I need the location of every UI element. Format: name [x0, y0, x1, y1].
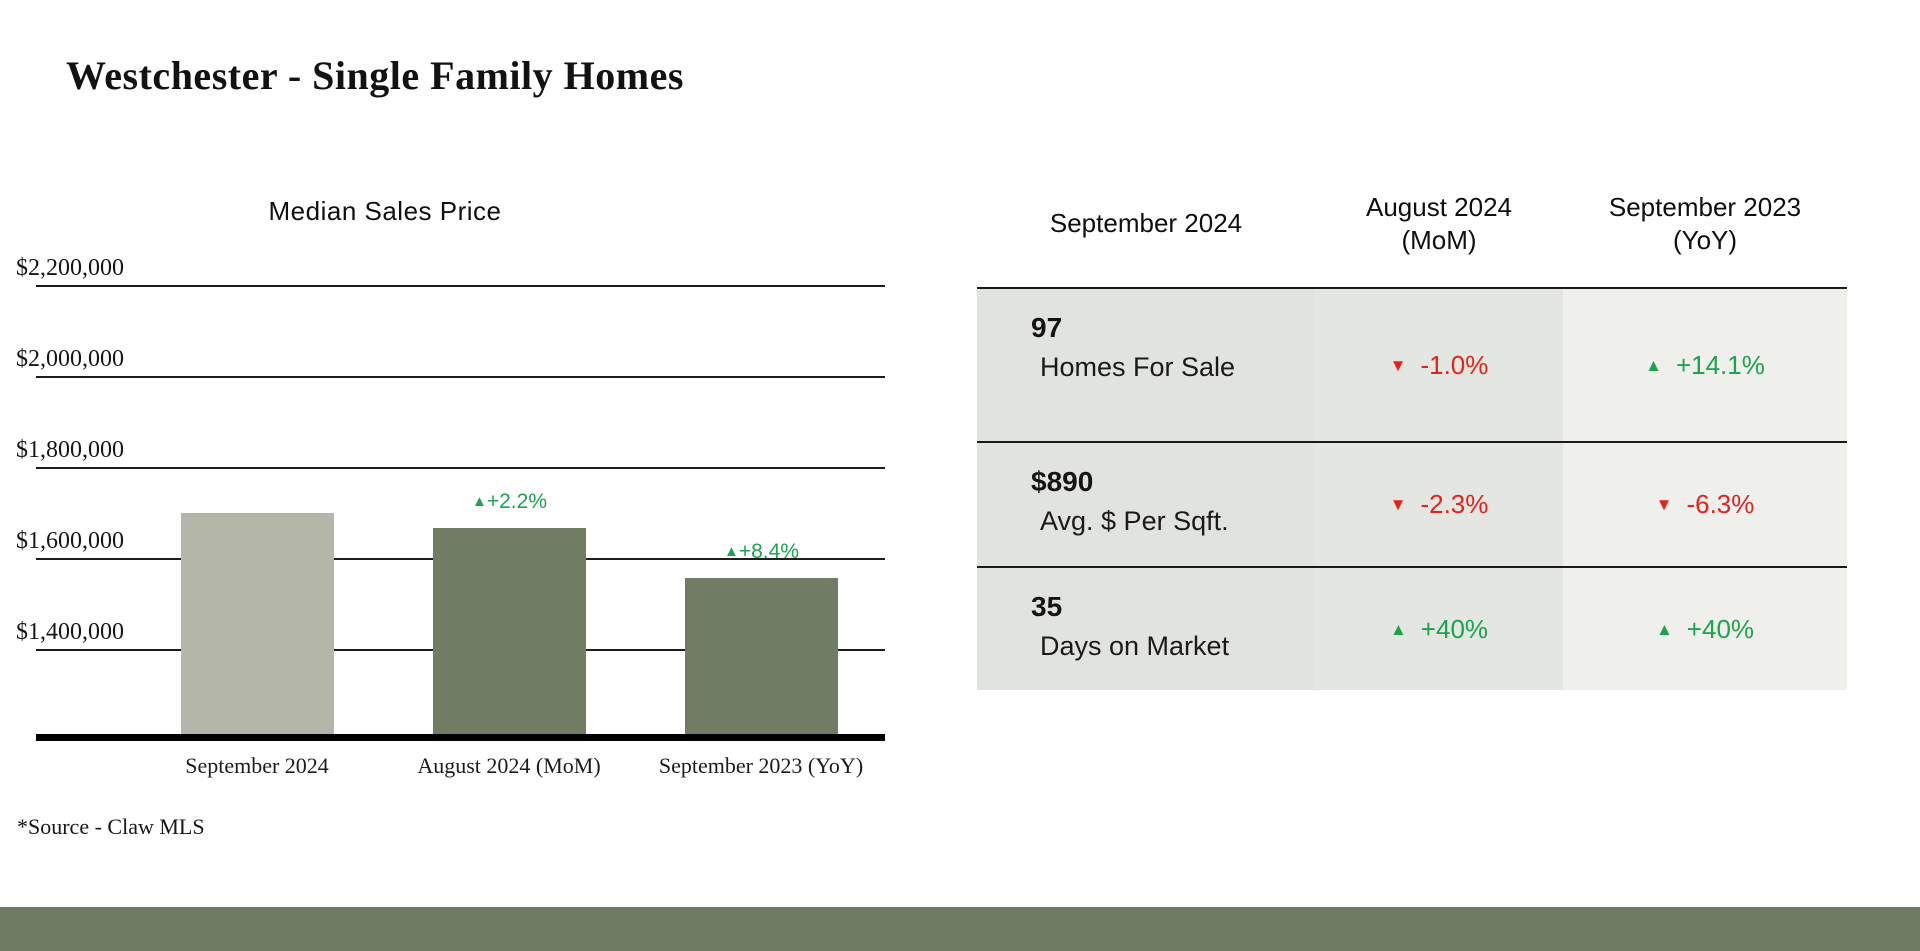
stat-cell: $890 Avg. $ Per Sqft. [977, 443, 1315, 566]
y-axis-tick-label: $2,200,000 [16, 255, 124, 281]
triangle-icon: ▼ [1389, 355, 1407, 375]
table-body: 97 Homes For Sale ▼ -1.0% ▲ +14.1% $890 Av… [977, 287, 1847, 690]
change-indicator: ▼ -6.3% [1655, 489, 1755, 519]
y-axis-tick-label: $1,400,000 [16, 619, 124, 645]
stat-value: 97 [1031, 312, 1063, 343]
x-axis-category-label: September 2023 (YoY) [658, 753, 864, 778]
y-axis-tick-label: $1,800,000 [16, 437, 124, 463]
gridline [36, 376, 885, 378]
stat-value: 35 [1031, 591, 1063, 622]
change-indicator: ▼ -1.0% [1389, 349, 1489, 380]
bar-change-label: ▲+8.4% [724, 540, 799, 564]
stat-label: Avg. $ Per Sqft. [1040, 506, 1229, 536]
x-axis-line [36, 734, 885, 741]
mom-change-cell: ▼ -1.0% [1315, 289, 1563, 441]
table-row-homes-for-sale: 97 Homes For Sale ▼ -1.0% ▲ +14.1% [977, 289, 1847, 443]
y-axis-tick-label: $1,600,000 [16, 528, 124, 554]
yoy-change-cell: ▲ +40% [1563, 568, 1847, 690]
triangle-icon: ▲ [1389, 619, 1407, 639]
stat-cell: 97 Homes For Sale [977, 289, 1315, 441]
table-row-avg-price-per-sqft: $890 Avg. $ Per Sqft. ▼ -2.3% ▼ -6.3% [977, 443, 1847, 568]
bar-september-2024 [181, 512, 334, 740]
table-row-days-on-market: 35 Days on Market ▲ +40% ▲ +40% [977, 568, 1847, 690]
stat-value: $890 [1031, 466, 1094, 497]
gridline [36, 285, 885, 287]
up-triangle-icon: ▲ [472, 493, 487, 511]
x-axis-category-label: August 2024 (MoM) [417, 753, 601, 778]
change-indicator: ▲ +40% [1655, 613, 1755, 644]
bar-change-label: ▲+2.2% [472, 490, 547, 514]
change-indicator: ▼ -2.3% [1389, 489, 1489, 519]
table-header-row: September 2024 August 2024 (MoM) Septemb… [977, 160, 1847, 287]
stat-label: Homes For Sale [1040, 352, 1236, 382]
column-header-september-2024: September 2024 [1049, 208, 1243, 238]
page-title: Westchester - Single Family Homes [66, 53, 684, 98]
footer-accent-bar [0, 907, 1920, 951]
change-indicator: ▲ +40% [1389, 613, 1489, 644]
triangle-icon: ▲ [1655, 619, 1673, 639]
yoy-change-cell: ▲ +14.1% [1563, 289, 1847, 441]
market-stats-table: September 2024 August 2024 (MoM) Septemb… [977, 160, 1847, 690]
column-header-september-2023-yoy: September 2023 (YoY) [1608, 191, 1802, 255]
bar-fill [181, 512, 334, 740]
stat-label: Days on Market [1040, 631, 1230, 661]
triangle-icon: ▼ [1389, 495, 1407, 514]
chart-plot-area: $2,200,000 $2,000,000 $1,800,000 $1,600,… [16, 255, 896, 805]
y-axis-tick-label: $2,000,000 [16, 346, 124, 372]
bar-fill [685, 578, 838, 740]
x-axis-category-label: September 2024 [185, 753, 329, 778]
stat-cell: 35 Days on Market [977, 568, 1315, 690]
source-note: *Source - Claw MLS [17, 814, 205, 839]
bar-september-2023: ▲+8.4% [685, 540, 838, 740]
yoy-change-cell: ▼ -6.3% [1563, 443, 1847, 566]
change-indicator: ▲ +14.1% [1645, 349, 1765, 380]
triangle-icon: ▲ [1645, 355, 1662, 375]
mom-change-cell: ▼ -2.3% [1315, 443, 1563, 566]
mom-change-cell: ▲ +40% [1315, 568, 1563, 690]
bar-august-2024: ▲+2.2% [433, 490, 586, 740]
triangle-icon: ▼ [1655, 495, 1673, 514]
column-header-august-2024-mom: August 2024 (MoM) [1365, 191, 1512, 255]
gridline [36, 467, 885, 469]
chart-title: Median Sales Price [268, 196, 502, 226]
up-triangle-icon: ▲ [724, 543, 739, 561]
bar-fill [433, 528, 586, 740]
